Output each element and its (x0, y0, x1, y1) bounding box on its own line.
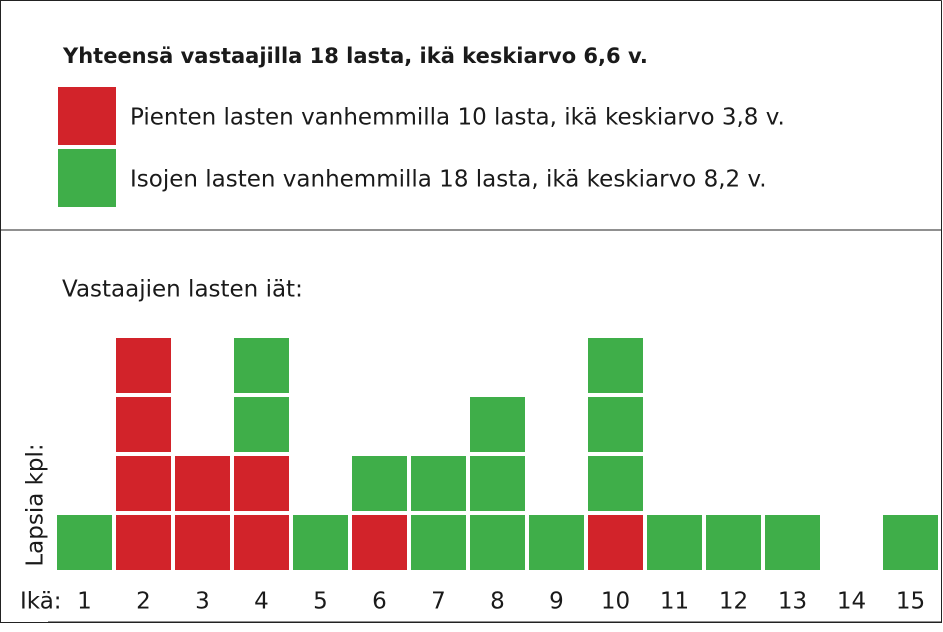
mask (0, 623, 943, 632)
x-tick-label: 4 (254, 589, 269, 615)
unit-segment (883, 515, 938, 570)
unit-gap (234, 393, 289, 397)
x-tick-label: 12 (719, 589, 748, 615)
x-tick-label: 5 (313, 589, 328, 615)
x-tick-label: 3 (195, 589, 210, 615)
unit-gap (470, 452, 525, 456)
unit-segment (529, 515, 584, 570)
x-axis-label: Ikä: (20, 589, 62, 615)
unit-gap (588, 393, 643, 397)
unit-gap (588, 452, 643, 456)
x-tick-label: 6 (372, 589, 387, 615)
unit-segment (647, 515, 702, 570)
x-tick-label: 15 (896, 589, 925, 615)
x-tick-label: 10 (601, 589, 630, 615)
unit-gap (116, 511, 171, 515)
unit-gap (116, 393, 171, 397)
unit-segment (352, 456, 407, 511)
legend-label: Pienten lasten vanhemmilla 10 lasta, ikä… (130, 105, 785, 131)
legend-swatch (58, 87, 116, 145)
x-tick-label: 14 (837, 589, 866, 615)
legend-swatch (58, 149, 116, 207)
legend-label: Isojen lasten vanhemmilla 18 lasta, ikä … (130, 167, 767, 193)
unit-segment (706, 515, 761, 570)
x-tick-label: 11 (660, 589, 689, 615)
chart-title: Yhteensä vastaajilla 18 lasta, ikä keski… (62, 44, 648, 68)
unit-gap (175, 511, 230, 515)
unit-segment (293, 515, 348, 570)
x-tick-label: 2 (136, 589, 151, 615)
x-tick-label: 8 (490, 589, 505, 615)
y-axis-label: Lapsia kpl: (23, 443, 49, 566)
unit-gap (411, 511, 466, 515)
unit-segment (470, 397, 525, 570)
x-tick-label: 9 (549, 589, 564, 615)
unit-segment (57, 515, 112, 570)
unit-segment (765, 515, 820, 570)
unit-segment (352, 515, 407, 570)
unit-segment (588, 338, 643, 511)
unit-segment (588, 515, 643, 570)
x-tick-label: 13 (778, 589, 807, 615)
subtitle: Vastaajien lasten iät: (62, 277, 303, 303)
unit-gap (116, 452, 171, 456)
unit-gap (470, 511, 525, 515)
x-tick-label: 1 (77, 589, 92, 615)
x-tick-label: 7 (431, 589, 446, 615)
unit-gap (234, 511, 289, 515)
